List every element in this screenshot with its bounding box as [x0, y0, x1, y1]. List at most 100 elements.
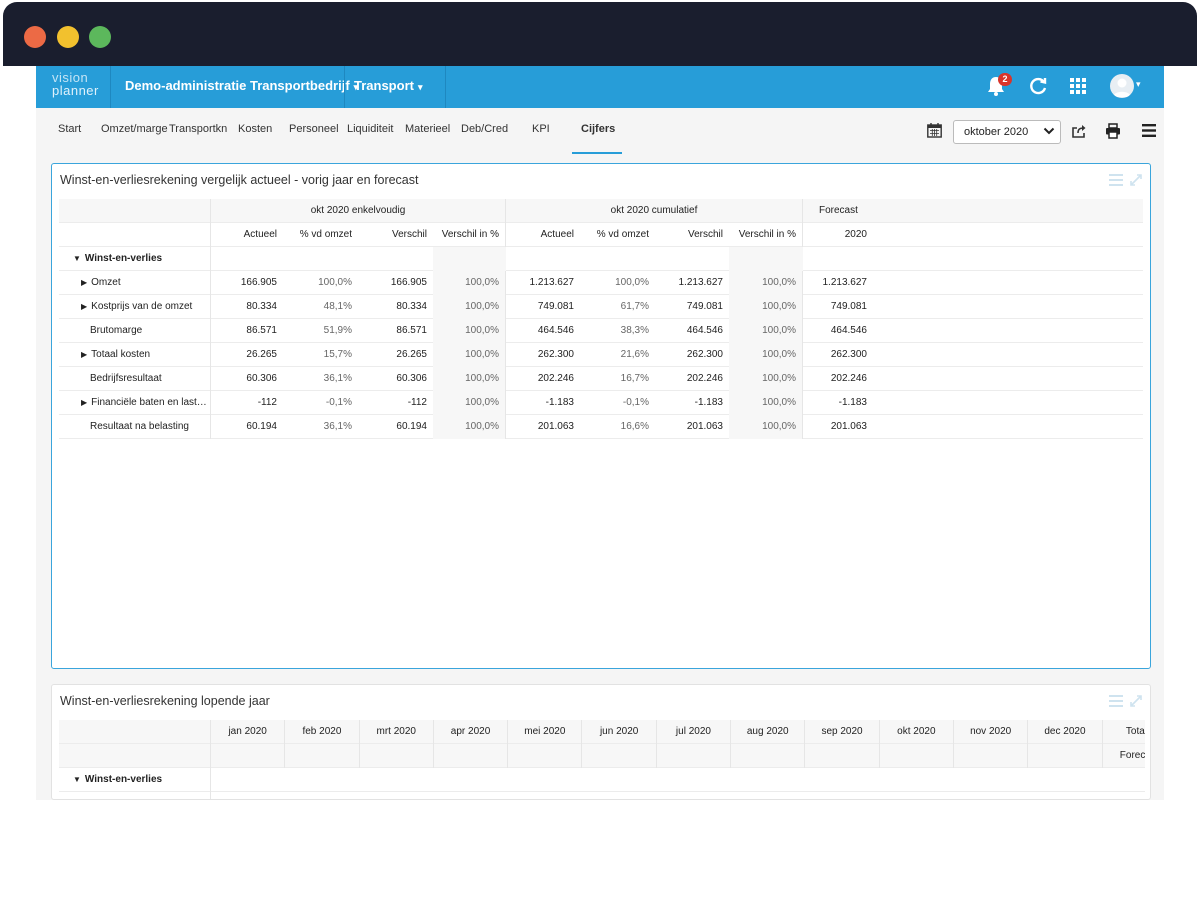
tab-start[interactable]: Start [58, 123, 82, 135]
column-header[interactable]: feb 2020 [285, 720, 360, 744]
close-window-button[interactable] [24, 26, 46, 48]
tab-kpi[interactable]: KPI [532, 123, 550, 135]
column-header[interactable]: mei 2020 [508, 720, 583, 744]
logo[interactable]: vision planner [52, 71, 99, 97]
row-label-cell: ▶ Omzet [59, 271, 211, 295]
table-group-row[interactable]: ▼ Winst-en-verlies [59, 768, 1145, 792]
column-header[interactable]: 2020 [844, 229, 867, 240]
user-avatar[interactable] [1110, 74, 1134, 98]
value-cell: 15,7% [323, 349, 352, 360]
table-row[interactable]: ▶ Totaal kosten 26.265 15,7% 26.265 100,0% 262… [59, 343, 1143, 367]
value-cell: 100,0% [729, 415, 803, 439]
caret-down-icon[interactable]: ▼ [73, 254, 81, 263]
sub-header-cell [954, 744, 1029, 768]
app-window: vision planner Demo-administratie Transp… [36, 66, 1164, 800]
column-header[interactable]: Verschil [687, 229, 723, 240]
module-dropdown[interactable]: Transport ▾ [354, 78, 423, 93]
share-icon[interactable] [1071, 123, 1087, 139]
caret-right-icon[interactable]: ▶ [81, 350, 88, 359]
column-header[interactable]: jun 2020 [583, 720, 657, 744]
sub-header-cell [731, 744, 806, 768]
table-group-row[interactable]: ▼ Winst-en-verlies [59, 247, 1143, 271]
value-cell: 21,6% [620, 349, 649, 360]
column-header[interactable]: Actueel [540, 229, 574, 240]
column-header[interactable]: Verschil in % [729, 223, 803, 247]
tab-deb-cred[interactable]: Deb/Cred [461, 123, 509, 135]
caret-down-icon[interactable]: ▼ [73, 775, 81, 784]
column-header[interactable]: Actueel [243, 229, 277, 240]
sub-header-cell [1028, 744, 1103, 768]
column-header[interactable]: % vd omzet [596, 229, 649, 240]
maximize-window-button[interactable] [89, 26, 111, 48]
tab-materieel[interactable]: Materieel [405, 123, 451, 135]
apps-grid-icon[interactable] [1070, 78, 1086, 94]
value-cell: 1.213.627 [529, 277, 575, 288]
caret-right-icon[interactable]: ▶ [81, 302, 88, 311]
list-icon[interactable] [1109, 695, 1123, 707]
refresh-icon[interactable] [1028, 76, 1048, 96]
sub-header-cell [508, 744, 583, 768]
row-label-cell: ▶ Kostprijs van de omzet [59, 295, 211, 319]
column-header[interactable]: Verschil [391, 229, 427, 240]
value-cell: 100,0% [729, 391, 803, 415]
sub-header-cell [211, 744, 286, 768]
value-cell: 60.194 [396, 421, 427, 432]
column-header[interactable]: dec 2020 [1028, 720, 1103, 744]
tab-cijfers[interactable]: Cijfers [581, 123, 616, 135]
divider [445, 66, 446, 108]
column-header[interactable]: apr 2020 [434, 720, 509, 744]
tab-transportkn[interactable]: Transportkn [169, 123, 228, 135]
value-cell: 749.081 [537, 301, 574, 312]
column-header[interactable]: jan 2020 [211, 720, 286, 744]
administration-dropdown[interactable]: Demo-administratie Transportbedrijf ▾ [125, 78, 358, 93]
column-header[interactable]: Totaal [1103, 720, 1145, 744]
period-select[interactable]: oktober 2020 [953, 120, 1061, 144]
row-label: Kostprijs van de omzet [91, 301, 193, 312]
group-label: Winst-en-verlies [84, 253, 163, 264]
minimize-window-button[interactable] [57, 26, 79, 48]
chevron-down-icon: ▾ [417, 82, 423, 92]
tab-omzet-marge[interactable]: Omzet/marge [101, 123, 168, 135]
column-header[interactable]: mrt 2020 [360, 720, 434, 744]
column-header[interactable]: % vd omzet [299, 229, 352, 240]
list-icon[interactable] [1109, 174, 1123, 186]
value-cell: 1.213.627 [822, 277, 868, 288]
value-cell: 80.334 [246, 301, 277, 312]
column-header[interactable]: aug 2020 [731, 720, 806, 744]
column-header[interactable]: jul 2020 [657, 720, 732, 744]
value-cell: 100,0% [729, 343, 803, 367]
expand-icon[interactable] [1129, 694, 1143, 708]
value-cell: 100,0% [729, 367, 803, 391]
value-cell: 262.300 [830, 349, 867, 360]
print-icon[interactable] [1105, 123, 1121, 139]
hamburger-menu-icon[interactable] [1142, 124, 1156, 137]
table-row[interactable]: ▶ Kostprijs van de omzet 80.334 48,1% 80.334… [59, 295, 1143, 319]
chevron-down-icon[interactable]: ▾ [1136, 79, 1141, 89]
value-cell: 201.063 [830, 421, 867, 432]
value-cell: -1.183 [838, 397, 867, 408]
column-header[interactable]: nov 2020 [954, 720, 1029, 744]
sub-header-cell [805, 744, 880, 768]
tab-liquiditeit[interactable]: Liquiditeit [347, 123, 394, 135]
calendar-icon[interactable] [927, 123, 942, 138]
group-label: Winst-en-verlies [84, 774, 163, 785]
tab-kosten[interactable]: Kosten [238, 123, 273, 135]
value-cell: 100,0% [433, 415, 506, 439]
column-header[interactable]: Verschil in % [433, 223, 506, 247]
row-label: Totaal kosten [91, 349, 151, 360]
column-header[interactable]: sep 2020 [805, 720, 880, 744]
expand-icon[interactable] [1129, 173, 1143, 187]
header-cell [59, 199, 211, 223]
table-row[interactable]: ▶ Omzet 166.905 100,0% 166.905 100,0% 1.213.62… [59, 271, 1143, 295]
chevron-down-icon [1043, 127, 1055, 135]
row-label-cell: ▶ Totaal kosten [59, 343, 211, 367]
value-cell: -0,1% [622, 397, 649, 408]
caret-right-icon[interactable]: ▶ [81, 278, 88, 287]
column-header[interactable]: okt 2020 [880, 720, 954, 744]
table-body: ▶ Omzet 166.905 100,0% 166.905 100,0% 1.213.62… [59, 271, 1143, 439]
pl-current-year-table: jan 2020 feb 2020 mrt 2020 apr 2020 mei 2020… [59, 720, 1145, 799]
tab-personeel[interactable]: Personeel [289, 123, 339, 135]
value-cell: 464.546 [830, 325, 867, 336]
caret-right-icon[interactable]: ▶ [81, 398, 88, 407]
table-row[interactable]: ▶ Financiële baten en last… -112 -0,1% -112 1… [59, 391, 1143, 415]
